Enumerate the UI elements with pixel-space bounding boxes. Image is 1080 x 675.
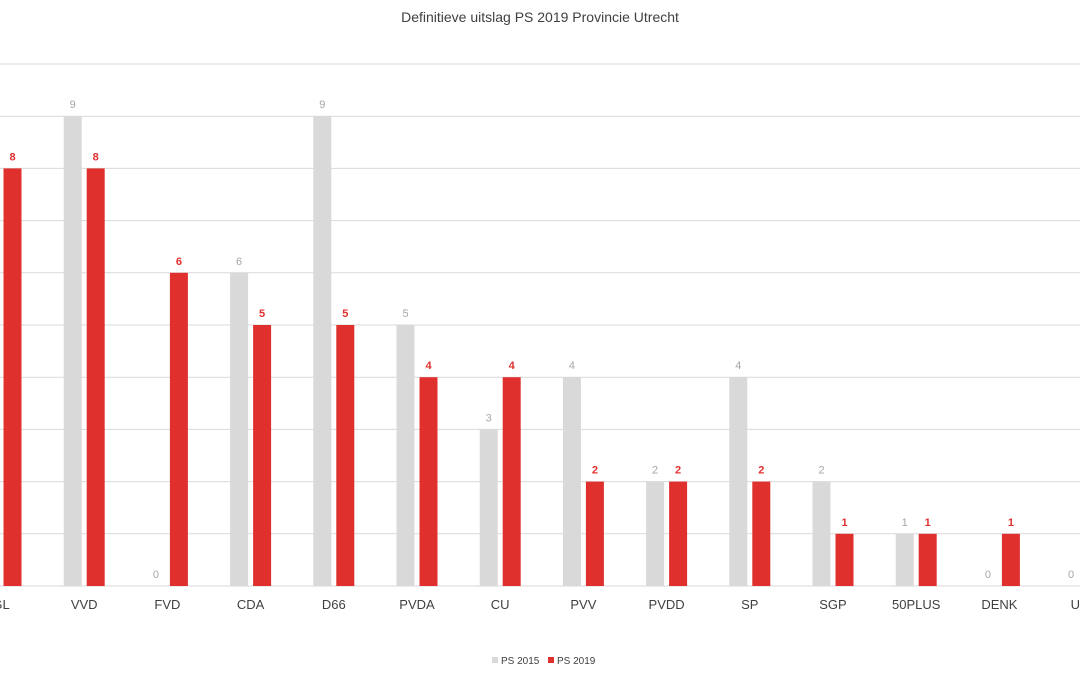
bar-ps-2015 bbox=[812, 481, 831, 586]
bar-ps-2015 bbox=[479, 429, 498, 586]
data-label-ps-2015: 2 bbox=[818, 465, 824, 477]
bar-ps-2019 bbox=[918, 533, 937, 586]
data-label-ps-2019: 2 bbox=[592, 465, 598, 477]
bar-ps-2015 bbox=[396, 325, 415, 586]
data-label-ps-2019: 4 bbox=[509, 360, 516, 372]
bar-ps-2019 bbox=[86, 168, 105, 586]
legend-swatch bbox=[492, 657, 498, 663]
chart-title: Definitieve uitslag PS 2019 Provincie Ut… bbox=[401, 9, 679, 25]
data-label-ps-2015: 0 bbox=[153, 569, 159, 581]
data-label-ps-2015: 4 bbox=[569, 360, 575, 372]
bar-ps-2019 bbox=[1001, 533, 1020, 586]
data-label-ps-2015: 0 bbox=[1068, 569, 1074, 581]
bar-ps-2015 bbox=[63, 116, 82, 586]
legend-label: PS 2019 bbox=[557, 656, 596, 667]
bar-ps-2019 bbox=[585, 481, 604, 586]
data-label-ps-2019: 1 bbox=[841, 517, 847, 529]
bar-ps-2015 bbox=[646, 481, 665, 586]
bar-ps-2019 bbox=[835, 533, 854, 586]
bar-ps-2015 bbox=[895, 533, 914, 586]
data-label-ps-2019: 6 bbox=[176, 256, 182, 268]
category-label: SGP bbox=[819, 597, 846, 612]
data-label-ps-2019: 8 bbox=[9, 151, 15, 163]
bar-ps-2019 bbox=[3, 168, 22, 586]
gridlines bbox=[0, 63, 1080, 587]
category-label: VVD bbox=[71, 597, 98, 612]
data-label-ps-2015: 2 bbox=[652, 465, 658, 477]
category-label: PVDA bbox=[399, 597, 435, 612]
category-label: SP bbox=[741, 597, 758, 612]
bar-ps-2019 bbox=[752, 481, 771, 586]
legend-label: PS 2015 bbox=[501, 656, 540, 667]
category-labels: GL VVD FVD CDA D66 PVDA CU PVV PVDD SP SGP 50PLUS DE… bbox=[0, 597, 1080, 612]
category-label: CDA bbox=[237, 597, 265, 612]
category-label: PVDD bbox=[649, 597, 685, 612]
data-label-ps-2015: 6 bbox=[236, 256, 242, 268]
bar-ps-2015 bbox=[562, 377, 581, 586]
data-label-ps-2019: 8 bbox=[93, 151, 99, 163]
bar-ps-2019 bbox=[253, 325, 272, 586]
category-label: DENK bbox=[981, 597, 1017, 612]
category-label: GL bbox=[0, 597, 10, 612]
data-label-ps-2019: 5 bbox=[259, 308, 265, 320]
data-label-ps-2015: 5 bbox=[402, 308, 408, 320]
data-labels: 489806659554344222422111010 bbox=[9, 99, 1074, 581]
bar-ps-2019 bbox=[502, 377, 521, 586]
bar-ps-2015 bbox=[313, 116, 332, 586]
bar-ps-2019 bbox=[669, 481, 688, 586]
category-label: 50PLUS bbox=[892, 597, 941, 612]
data-label-ps-2019: 1 bbox=[925, 517, 931, 529]
data-label-ps-2019: 1 bbox=[1008, 517, 1014, 529]
data-label-ps-2019: 4 bbox=[425, 360, 432, 372]
category-label: CU bbox=[491, 597, 510, 612]
data-label-ps-2019: 5 bbox=[342, 308, 348, 320]
legend-swatch bbox=[548, 657, 554, 663]
bar-ps-2019 bbox=[336, 325, 355, 586]
bars bbox=[3, 116, 1020, 586]
legend: PS 2015 PS 2019 bbox=[492, 656, 596, 667]
data-label-ps-2015: 9 bbox=[70, 99, 76, 111]
category-label: PVV bbox=[570, 597, 596, 612]
bar-ps-2019 bbox=[419, 377, 438, 586]
data-label-ps-2019: 2 bbox=[675, 465, 681, 477]
category-label: D66 bbox=[322, 597, 346, 612]
bar-ps-2019 bbox=[169, 272, 188, 586]
category-label: FVD bbox=[154, 597, 180, 612]
data-label-ps-2019: 2 bbox=[758, 465, 764, 477]
data-label-ps-2015: 9 bbox=[319, 99, 325, 111]
category-label: U26 bbox=[1071, 597, 1080, 612]
data-label-ps-2015: 1 bbox=[902, 517, 908, 529]
data-label-ps-2015: 3 bbox=[486, 412, 492, 424]
data-label-ps-2015: 4 bbox=[735, 360, 741, 372]
bar-ps-2015 bbox=[230, 272, 249, 586]
bar-ps-2015 bbox=[729, 377, 748, 586]
data-label-ps-2015: 0 bbox=[985, 569, 991, 581]
